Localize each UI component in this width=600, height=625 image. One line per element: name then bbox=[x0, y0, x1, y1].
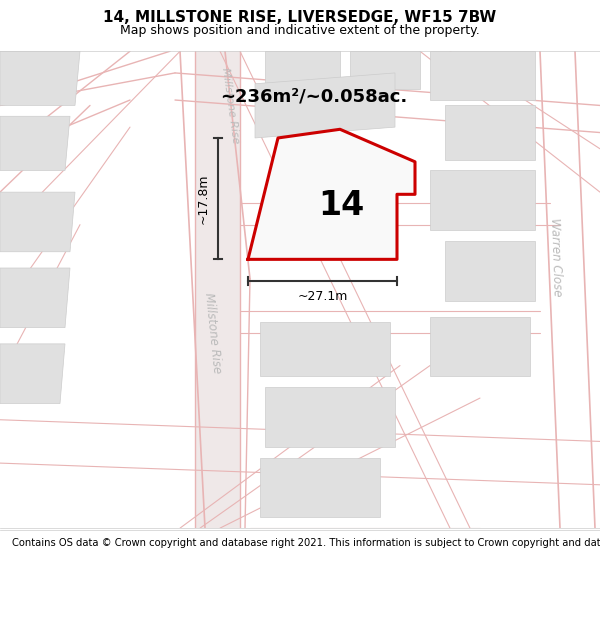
Polygon shape bbox=[255, 73, 395, 138]
Polygon shape bbox=[265, 51, 340, 94]
Text: Millstone Rise: Millstone Rise bbox=[202, 292, 224, 374]
Text: Contains OS data © Crown copyright and database right 2021. This information is : Contains OS data © Crown copyright and d… bbox=[12, 538, 600, 548]
Polygon shape bbox=[430, 51, 535, 100]
Text: ~236m²/~0.058ac.: ~236m²/~0.058ac. bbox=[220, 88, 407, 106]
Polygon shape bbox=[445, 241, 535, 301]
Polygon shape bbox=[445, 106, 535, 159]
Polygon shape bbox=[430, 171, 535, 230]
Text: Millstone Rise: Millstone Rise bbox=[220, 67, 240, 144]
Polygon shape bbox=[265, 388, 395, 447]
Text: Map shows position and indicative extent of the property.: Map shows position and indicative extent… bbox=[120, 24, 480, 37]
Polygon shape bbox=[0, 51, 80, 106]
Polygon shape bbox=[195, 51, 240, 528]
Polygon shape bbox=[350, 51, 420, 89]
Text: ~27.1m: ~27.1m bbox=[298, 290, 347, 302]
Polygon shape bbox=[0, 344, 65, 404]
Polygon shape bbox=[0, 192, 75, 252]
Polygon shape bbox=[0, 116, 70, 171]
Polygon shape bbox=[430, 317, 530, 376]
Polygon shape bbox=[260, 322, 390, 376]
Polygon shape bbox=[165, 51, 240, 171]
Polygon shape bbox=[260, 458, 380, 518]
Text: ~17.8m: ~17.8m bbox=[197, 173, 210, 224]
Polygon shape bbox=[248, 129, 415, 259]
Text: Warren Close: Warren Close bbox=[548, 217, 564, 297]
Text: 14: 14 bbox=[319, 189, 365, 222]
Text: 14, MILLSTONE RISE, LIVERSEDGE, WF15 7BW: 14, MILLSTONE RISE, LIVERSEDGE, WF15 7BW bbox=[103, 10, 497, 25]
Polygon shape bbox=[0, 268, 70, 328]
